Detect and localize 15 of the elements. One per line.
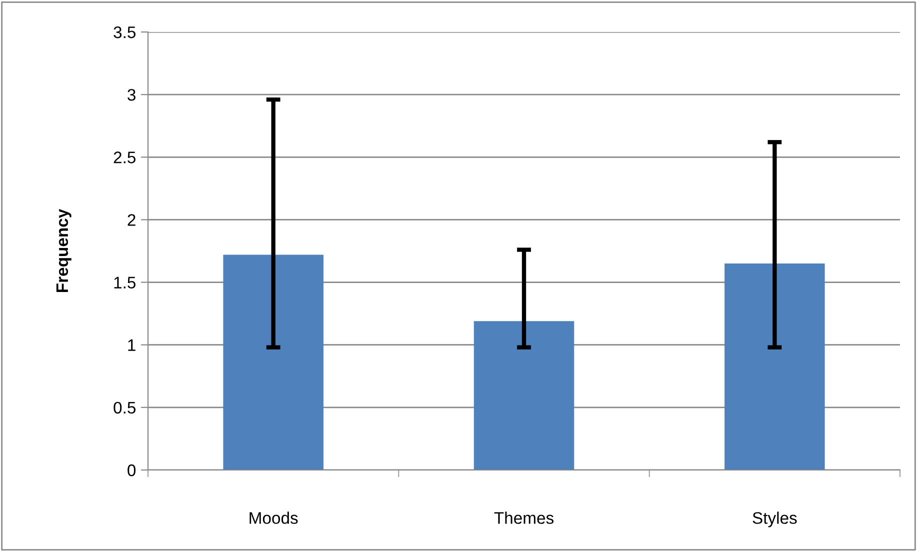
- y-tick-label: 0.5: [114, 402, 136, 414]
- y-tick-label: 1.5: [114, 276, 136, 288]
- bar: [474, 321, 574, 470]
- y-tick-label: 3: [128, 88, 136, 101]
- y-tick-label: 2.5: [114, 152, 136, 164]
- y-axis-title: Frequency: [56, 208, 72, 292]
- y-tick-label: 0: [128, 464, 136, 476]
- x-tick-label: Themes: [494, 512, 554, 524]
- y-tick-label: 1: [128, 339, 136, 351]
- x-tick-label: Styles: [752, 512, 797, 528]
- bar: [724, 264, 825, 470]
- bar: [223, 254, 324, 470]
- y-tick-label: 3.5: [114, 26, 136, 38]
- y-tick-label: 2: [128, 214, 136, 226]
- x-tick-label: Moods: [250, 512, 298, 524]
